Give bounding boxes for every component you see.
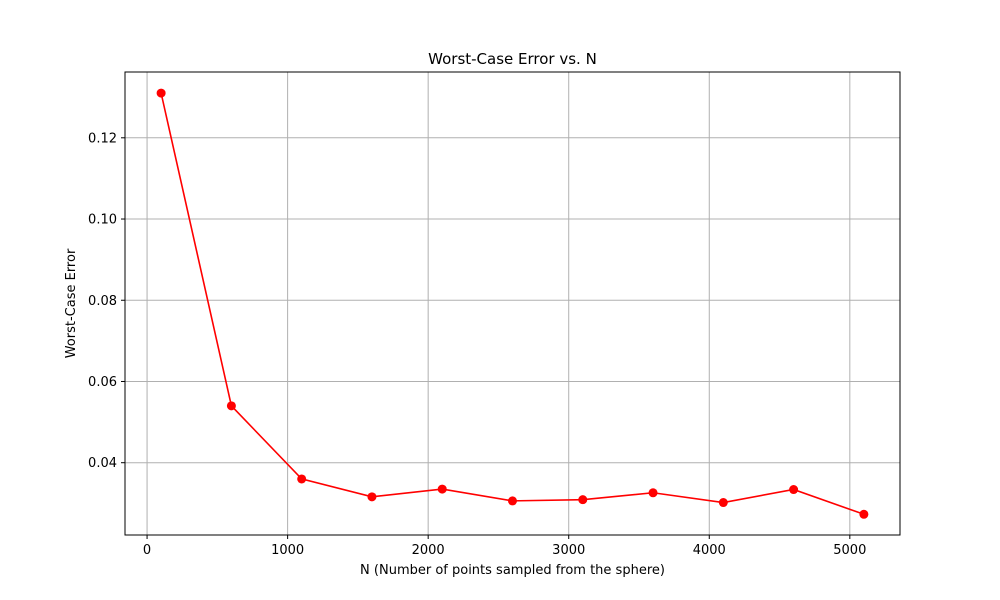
series-line [160,92,865,516]
data-point [508,496,517,506]
data-point [578,495,588,505]
y-tick-label: 0.10 [88,213,117,228]
plot-frame [124,71,901,536]
data-point [437,484,447,494]
y-axis-label: Worst-Case Error [64,248,79,358]
data-point [718,498,728,508]
data-point [156,88,166,98]
x-tick-label: 2000 [412,543,445,558]
data-point [367,492,377,502]
x-tick-label: 3000 [552,543,585,558]
y-tick-label: 0.06 [88,375,117,390]
y-tick-label: 0.08 [88,294,117,309]
chart-title: Worst-Case Error vs. N [428,50,597,68]
x-axis-label: N (Number of points sampled from the sph… [360,563,665,578]
y-tick-label: 0.04 [88,456,117,471]
data-point [297,474,307,484]
data-point [789,485,799,495]
grid-lines [125,72,900,535]
x-tick-label: 0 [143,543,151,558]
y-axis-ticks: 0.04 0.06 0.08 0.10 0.12 [88,131,125,471]
x-axis-ticks: 0 1000 2000 3000 4000 5000 [143,535,866,558]
data-point [648,488,658,498]
data-point [226,401,236,411]
x-tick-label: 4000 [693,543,726,558]
x-tick-label: 1000 [271,543,304,558]
data-point [859,509,869,519]
series-group [156,88,869,519]
y-tick-label: 0.12 [88,131,117,146]
x-tick-label: 5000 [833,543,866,558]
